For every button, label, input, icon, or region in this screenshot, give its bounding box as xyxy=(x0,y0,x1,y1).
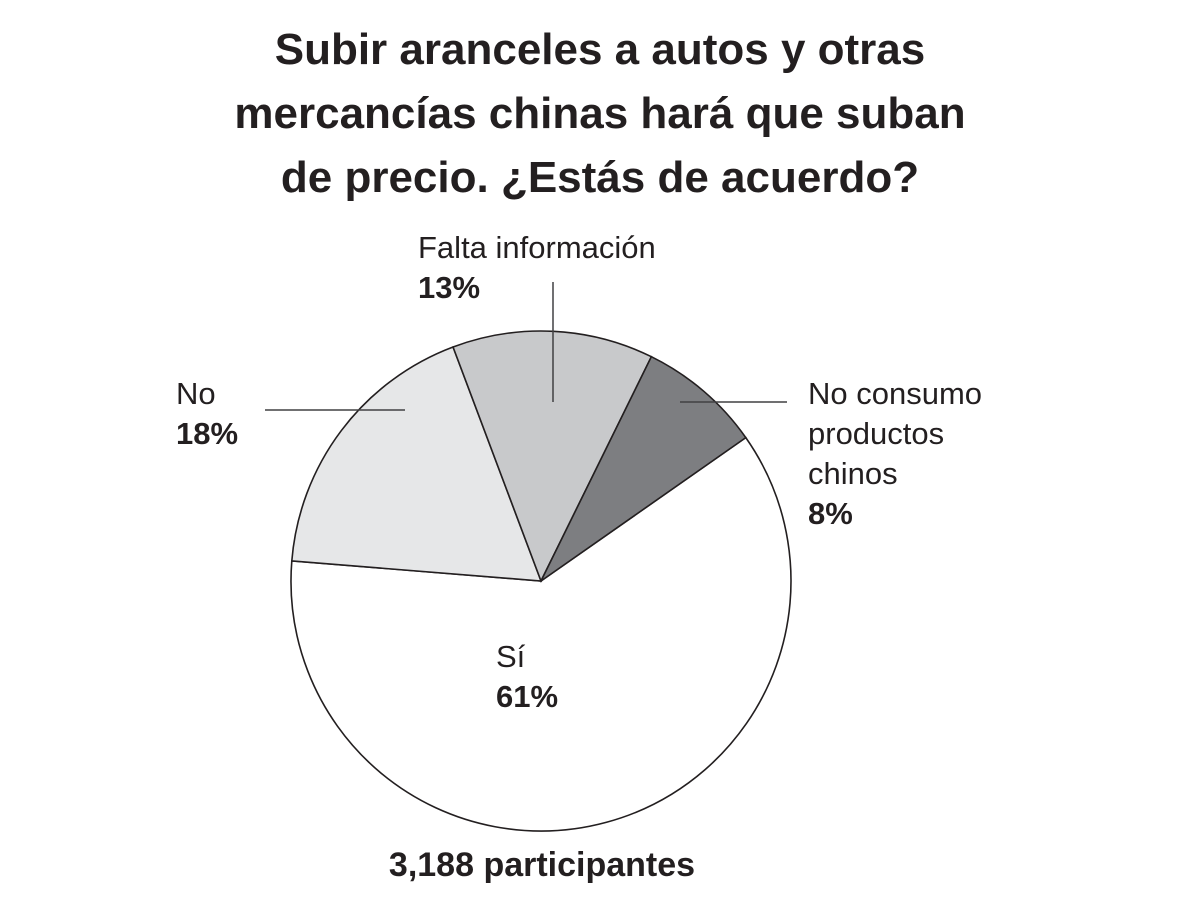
slice-label-line: productos xyxy=(808,416,945,451)
slice-value: 13% xyxy=(418,270,481,305)
pie-slice-s- xyxy=(290,436,792,832)
label-no: No 18% xyxy=(176,374,238,454)
pie-slice-no-consumo-productos-chinos xyxy=(540,355,747,582)
slice-label: No xyxy=(176,376,216,411)
slice-label-line: No consumo xyxy=(808,376,983,411)
chart-title: Subir aranceles a autos y otras mercancí… xyxy=(0,18,1200,210)
participants-count: 3,188 participantes xyxy=(388,846,696,884)
title-line-3: de precio. ¿Estás de acuerdo? xyxy=(280,153,920,202)
label-falta-informacion: Falta información 13% xyxy=(418,228,656,308)
slice-label: Sí xyxy=(496,639,526,674)
slice-value: 8% xyxy=(808,496,853,531)
title-line-2: mercancías chinas hará que suban xyxy=(234,89,966,138)
pie-slice-no xyxy=(290,345,543,582)
title-line-1: Subir aranceles a autos y otras xyxy=(274,25,926,74)
label-si: Sí 61% xyxy=(496,637,558,717)
slice-label-line: chinos xyxy=(808,456,898,491)
slice-label: Falta información xyxy=(418,230,656,265)
slice-value: 61% xyxy=(496,679,559,714)
slice-value: 18% xyxy=(176,416,239,451)
label-no-consumo: No consumo productos chinos 8% xyxy=(808,374,982,534)
